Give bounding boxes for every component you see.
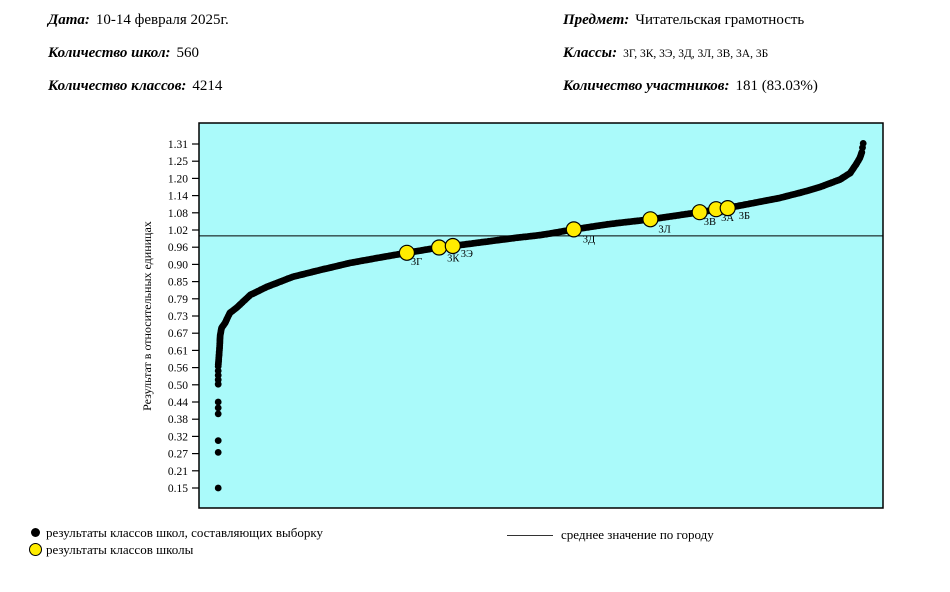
field-subject: Предмет: Читательская грамотность bbox=[563, 12, 818, 45]
yellow-circle-icon bbox=[28, 543, 42, 556]
field-classes-count-label: Количество классов: bbox=[48, 78, 187, 94]
legend-item-mean: среднее значение по городу bbox=[507, 527, 714, 543]
field-schools-count: Количество школ: 560 bbox=[48, 45, 229, 78]
school-marker-3К bbox=[431, 239, 448, 256]
school-marker-label: 3К bbox=[447, 254, 460, 265]
y-axis-title: Результат в относительных единицах bbox=[140, 221, 154, 411]
y-tick-label: 0.90 bbox=[168, 259, 188, 271]
school-marker-label: 3Э bbox=[461, 249, 473, 260]
field-date-value: 10-14 февраля 2025г. bbox=[95, 12, 229, 28]
y-tick-label: 1.14 bbox=[168, 191, 188, 203]
school-class-markers: 3Г 3К 3Э 3Д 3Л 3В 3А 3Б bbox=[398, 200, 750, 268]
y-tick-label: 0.21 bbox=[168, 466, 188, 478]
y-tick-label: 0.32 bbox=[168, 431, 188, 443]
chart-legend: результаты классов школ, составляющих вы… bbox=[24, 524, 926, 558]
y-tick-label: 0.50 bbox=[168, 380, 188, 392]
sample-class-dots bbox=[214, 140, 867, 492]
field-date-label: Дата: bbox=[48, 12, 90, 28]
y-tick-label: 0.73 bbox=[168, 311, 188, 323]
y-tick-label: 0.44 bbox=[168, 397, 188, 409]
y-tick-label: 0.85 bbox=[168, 277, 188, 289]
school-marker-3А bbox=[707, 201, 725, 218]
school-marker-label: 3Д bbox=[583, 234, 595, 245]
plot-background bbox=[199, 123, 883, 508]
plot-border bbox=[198, 122, 884, 509]
legend-sample-label: результаты классов школ, составляющих вы… bbox=[46, 524, 324, 540]
y-tick-label: 0.56 bbox=[168, 363, 188, 375]
header-left-column: Дата: 10-14 февраля 2025г. Количество шко… bbox=[48, 12, 229, 111]
field-classes-list-value: 3Г, 3К, 3Э, 3Д, 3Л, 3В, 3А, 3Б bbox=[623, 48, 769, 60]
y-tick-label: 1.02 bbox=[168, 225, 188, 237]
school-marker-3В bbox=[691, 204, 708, 221]
field-schools-count-label: Количество школ: bbox=[48, 45, 171, 61]
field-participants-label: Количество участников: bbox=[563, 78, 730, 94]
school-marker-label: 3В bbox=[704, 217, 716, 228]
legend-school-label: результаты классов школы bbox=[46, 541, 194, 557]
black-dot-icon bbox=[30, 528, 40, 537]
y-tick-label: 0.67 bbox=[168, 328, 188, 340]
school-marker-label: 3Б bbox=[739, 211, 750, 222]
legend-mean-label: среднее значение по городу bbox=[561, 527, 714, 542]
field-subject-label: Предмет: bbox=[563, 12, 630, 28]
field-classes-list: Классы: 3Г, 3К, 3Э, 3Д, 3Л, 3В, 3А, 3Б bbox=[563, 45, 818, 78]
field-classes-count-value: 4214 bbox=[192, 78, 223, 94]
y-tick-label: 0.96 bbox=[168, 242, 188, 254]
y-tick-label: 0.38 bbox=[168, 414, 188, 426]
school-marker-label: 3Г bbox=[411, 257, 422, 268]
y-tick-label: 0.61 bbox=[168, 345, 188, 357]
y-tick-label: 1.08 bbox=[168, 208, 188, 220]
header-right-column: Предмет: Читательская грамотность Классы:… bbox=[563, 12, 818, 111]
y-tick-label: 0.27 bbox=[168, 449, 188, 461]
field-schools-count-value: 560 bbox=[176, 45, 200, 61]
y-tick-label: 0.79 bbox=[168, 294, 188, 306]
school-marker-3Г bbox=[398, 244, 415, 261]
field-classes-count: Количество классов: 4214 bbox=[48, 78, 229, 111]
school-marker-3Д bbox=[565, 221, 582, 238]
y-tick-label: 0.15 bbox=[168, 483, 188, 495]
legend-item-sample: результаты классов школ, составляющих вы… bbox=[24, 524, 926, 541]
school-marker-3Б bbox=[719, 200, 736, 217]
y-tick-label: 1.25 bbox=[168, 156, 188, 168]
field-participants: Количество участников: 181 (83.03%) bbox=[563, 78, 818, 111]
school-marker-label: 3А bbox=[721, 213, 734, 224]
field-classes-list-label: Классы: bbox=[563, 45, 618, 61]
field-participants-value: 181 (83.03%) bbox=[735, 78, 818, 94]
plot-area: 3Г 3К 3Э 3Д 3Л 3В 3А 3Б 1.31 1.25 1.20 1.14 1.08 1.02… bbox=[140, 122, 884, 509]
school-marker-3Л bbox=[642, 211, 659, 228]
field-subject-value: Читательская грамотность bbox=[635, 12, 805, 28]
school-marker-3Э bbox=[444, 237, 461, 255]
y-tick-label: 1.20 bbox=[168, 173, 188, 185]
mean-line-icon bbox=[507, 534, 553, 536]
y-axis: 1.31 1.25 1.20 1.14 1.08 1.02 0.96 0.90 0.85 0.79… bbox=[140, 139, 199, 495]
school-marker-label: 3Л bbox=[658, 224, 670, 235]
field-date: Дата: 10-14 февраля 2025г. bbox=[48, 12, 229, 45]
legend-item-school: результаты классов школы bbox=[24, 541, 926, 558]
y-tick-label: 1.31 bbox=[168, 139, 188, 151]
